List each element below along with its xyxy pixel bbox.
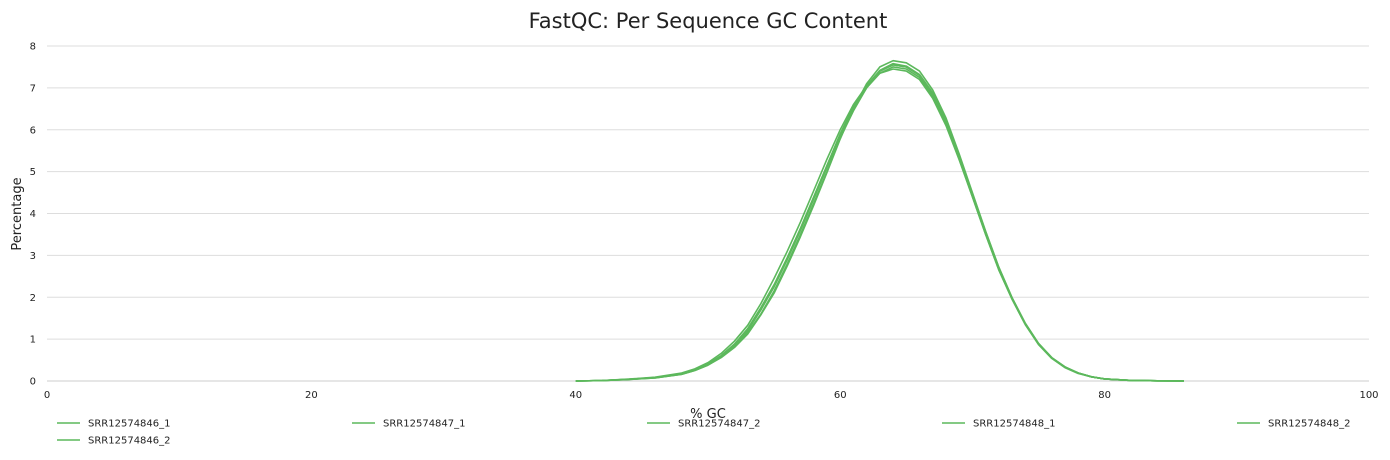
y-tick-label: 6 xyxy=(30,125,36,136)
y-tick-label: 3 xyxy=(30,251,36,262)
series-lines xyxy=(575,59,1184,382)
y-tick-label: 7 xyxy=(30,83,36,94)
x-axis-ticks: 0 20 40 60 80 100 xyxy=(44,390,1379,401)
y-tick-label: 5 xyxy=(30,167,36,178)
series-line xyxy=(575,68,1184,382)
legend: SRR12574846_1 SRR12574847_1 SRR12574847_2 S… xyxy=(57,419,1351,447)
y-tick-label: 4 xyxy=(30,209,36,220)
y-tick-label: 2 xyxy=(30,293,36,304)
series-line xyxy=(575,62,1184,382)
legend-label[interactable]: SRR12574847_1 xyxy=(383,419,466,430)
legend-label[interactable]: SRR12574848_1 xyxy=(973,419,1056,430)
legend-label[interactable]: SRR12574846_2 xyxy=(88,436,171,447)
x-tick-label: 80 xyxy=(1098,390,1111,401)
y-tick-label: 1 xyxy=(30,335,36,346)
series-line xyxy=(575,64,1184,382)
series-line xyxy=(575,59,1184,382)
series-line xyxy=(575,64,1184,382)
x-tick-label: 20 xyxy=(305,390,318,401)
gridlines xyxy=(47,45,1369,340)
chart-title: FastQC: Per Sequence GC Content xyxy=(529,9,888,33)
legend-label[interactable]: SRR12574848_2 xyxy=(1268,419,1351,430)
x-tick-label: 40 xyxy=(569,390,582,401)
x-tick-label: 100 xyxy=(1359,390,1378,401)
x-tick-label: 60 xyxy=(834,390,847,401)
y-tick-label: 0 xyxy=(30,377,36,388)
series-line xyxy=(575,66,1184,382)
x-tick-label: 0 xyxy=(44,390,50,401)
x-axis-label: % GC xyxy=(690,407,726,422)
y-tick-label: 8 xyxy=(30,42,36,53)
y-axis-ticks: 0 1 2 3 4 5 6 7 8 xyxy=(30,42,36,388)
legend-label[interactable]: SRR12574847_2 xyxy=(678,419,761,430)
y-axis-label: Percentage xyxy=(10,177,25,250)
legend-label[interactable]: SRR12574846_1 xyxy=(88,419,171,430)
